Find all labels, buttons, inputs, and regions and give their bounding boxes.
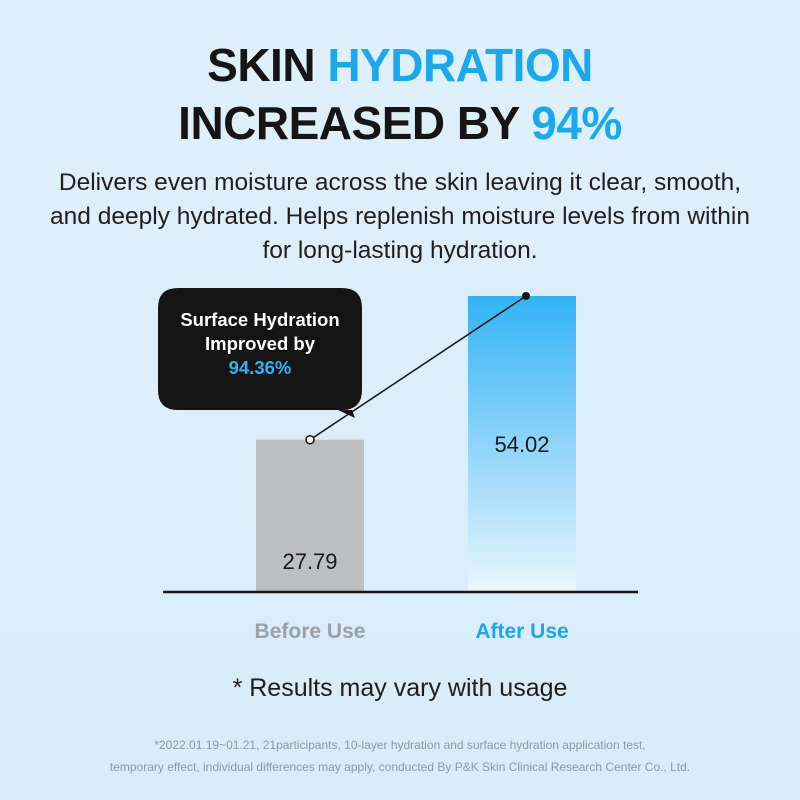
category-label: Before Use <box>255 620 366 643</box>
callout-line-2: Improved by <box>205 333 315 354</box>
product-description: Delivers even moisture across the skin l… <box>50 169 750 264</box>
headline-line-2: INCREASED BY 94% <box>0 100 800 146</box>
trend-line <box>309 295 527 441</box>
headline-accent-percent: 94% <box>531 97 622 149</box>
bar-value-label: 27.79 <box>282 549 337 574</box>
trend-point-before <box>305 434 315 445</box>
callout-value: 94.36% <box>228 357 292 378</box>
headline-text: SKIN <box>207 39 328 91</box>
bar-after-use <box>468 296 576 592</box>
trend-point-after <box>522 292 530 300</box>
headline-accent: HYDRATION <box>327 39 593 91</box>
category-label: After Use <box>475 620 568 643</box>
footnote-line-2: temporary effect, individual differences… <box>109 760 691 774</box>
footnote-line-1: *2022.01.19~01.21, 21participants, 10-la… <box>154 738 646 752</box>
results-disclaimer: * Results may vary with usage <box>232 674 568 702</box>
bar-before-use <box>256 439 364 592</box>
study-footnote: *2022.01.19~01.21, 21participants, 10-la… <box>20 734 780 778</box>
callout-bubble <box>158 288 362 418</box>
headline-line-1: SKIN HYDRATION <box>0 42 800 88</box>
headline-text: INCREASED BY <box>178 97 532 149</box>
callout-text: Surface Hydration Improved by 94.36% <box>155 308 365 380</box>
callout-line-1: Surface Hydration <box>180 309 340 330</box>
bar-value-label: 54.02 <box>494 432 549 457</box>
